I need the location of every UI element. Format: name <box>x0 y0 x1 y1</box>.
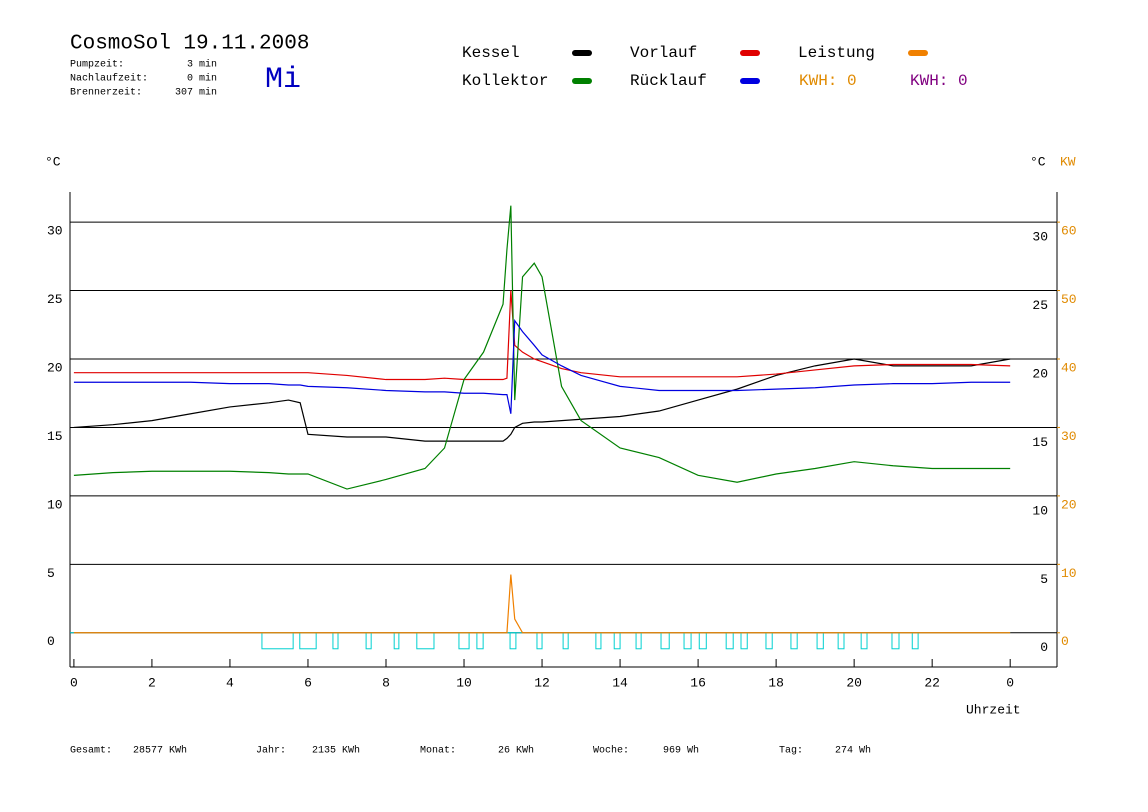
pump-interval <box>365 632 372 650</box>
y2-tick-label: 0 <box>1040 640 1048 655</box>
pump-interval <box>765 632 773 650</box>
kwh-label: KWH: 0 <box>910 72 968 90</box>
y2-tick-label: 30 <box>1061 429 1077 444</box>
pump-interval <box>740 632 748 650</box>
total-label: Tag: <box>779 746 803 757</box>
info-value: 3 min <box>187 59 217 71</box>
y2-tick-label: 15 <box>1032 435 1048 450</box>
x-tick-label: 0 <box>1006 675 1014 690</box>
weekday: Mi <box>265 63 301 97</box>
series-line <box>73 205 1011 490</box>
legend-label: Rücklauf <box>630 72 707 90</box>
pump-interval <box>261 632 294 650</box>
pump-interval <box>595 632 602 650</box>
total-label: Gesamt: <box>70 746 112 757</box>
x-tick-label: 20 <box>846 675 862 690</box>
pump-interval <box>860 632 868 650</box>
pump-interval <box>683 632 692 650</box>
pump-interval <box>299 632 317 650</box>
total-value: 2135 KWh <box>312 745 360 757</box>
pump-interval <box>816 632 824 650</box>
pump-interval <box>635 632 642 650</box>
pump-interval <box>660 632 670 650</box>
x-tick-label: 2 <box>148 675 156 690</box>
series-line <box>73 290 1011 381</box>
pump-interval <box>891 632 900 650</box>
y-tick-label: 0 <box>47 634 55 649</box>
y-tick-label: 10 <box>47 497 63 512</box>
x-tick-label: 10 <box>456 675 472 690</box>
y2-unit: KW <box>1060 154 1076 169</box>
y2-tick-label: 10 <box>1061 566 1077 581</box>
y-tick-label: 20 <box>47 360 63 375</box>
series-line <box>73 318 1011 414</box>
pump-interval <box>476 632 484 650</box>
pump-interval <box>509 632 517 650</box>
total-value: 274 Wh <box>835 745 871 757</box>
pump-interval <box>725 632 734 650</box>
total-label: Monat: <box>420 746 456 757</box>
info-label: Pumpzeit: <box>70 59 124 71</box>
pump-interval <box>458 632 470 650</box>
x-tick-label: 22 <box>924 675 940 690</box>
y2-tick-label: 0 <box>1061 634 1069 649</box>
total-label: Jahr: <box>256 745 286 757</box>
y2-tick-label: 20 <box>1061 497 1077 512</box>
y2-tick-label: 25 <box>1032 298 1048 313</box>
info-value: 307 min <box>175 87 217 99</box>
y2-tick-label: 10 <box>1032 503 1048 518</box>
pump-interval <box>562 632 569 650</box>
y2-tick-label: 40 <box>1061 360 1077 375</box>
x-tick-label: 8 <box>382 675 390 690</box>
y2-tick-label: 30 <box>1032 230 1048 245</box>
total-label: Woche: <box>593 745 629 757</box>
legend-label: Kessel <box>462 44 520 62</box>
chart-title: CosmoSol 19.11.2008 <box>70 33 309 56</box>
y-tick-label: 25 <box>47 292 63 307</box>
series-line <box>73 574 1011 634</box>
pump-interval <box>416 632 435 650</box>
info-label: Nachlaufzeit: <box>70 73 148 85</box>
x-tick-label: 18 <box>768 675 784 690</box>
y-tick-label: 5 <box>47 566 55 581</box>
legend-label: Leistung <box>798 44 875 62</box>
y2-tick-label: 20 <box>1032 366 1048 381</box>
pump-interval <box>698 632 707 650</box>
x-tick-label: 6 <box>304 675 312 690</box>
legend-label: Vorlauf <box>630 44 697 62</box>
pump-interval <box>332 632 339 650</box>
pump-interval <box>790 632 798 650</box>
y2-tick-label: 50 <box>1061 292 1077 307</box>
pump-interval <box>837 632 845 650</box>
kwh-label: KWH: 0 <box>799 72 857 90</box>
y2-unit: °C <box>1030 154 1046 169</box>
pump-interval <box>613 632 621 650</box>
series-line <box>73 358 1011 442</box>
x-tick-label: 14 <box>612 675 628 690</box>
y2-tick-label: 60 <box>1061 224 1077 239</box>
pump-interval <box>536 632 543 650</box>
info-value: 0 min <box>187 73 217 85</box>
total-value: 969 Wh <box>663 745 699 757</box>
pump-interval <box>911 632 919 650</box>
pump-interval <box>393 632 400 650</box>
x-axis-label: Uhrzeit <box>966 702 1021 717</box>
info-label: Brennerzeit: <box>70 87 142 99</box>
total-value: 28577 KWh <box>133 745 187 757</box>
x-tick-label: 0 <box>70 675 78 690</box>
y-tick-label: 30 <box>47 224 63 239</box>
y-tick-label: 15 <box>47 429 63 444</box>
legend-label: Kollektor <box>462 72 548 90</box>
x-tick-label: 12 <box>534 675 550 690</box>
total-value: 26 KWh <box>498 745 534 757</box>
y-unit: °C <box>45 154 61 169</box>
x-tick-label: 4 <box>226 675 234 690</box>
x-tick-label: 16 <box>690 675 706 690</box>
y2-tick-label: 5 <box>1040 572 1048 587</box>
